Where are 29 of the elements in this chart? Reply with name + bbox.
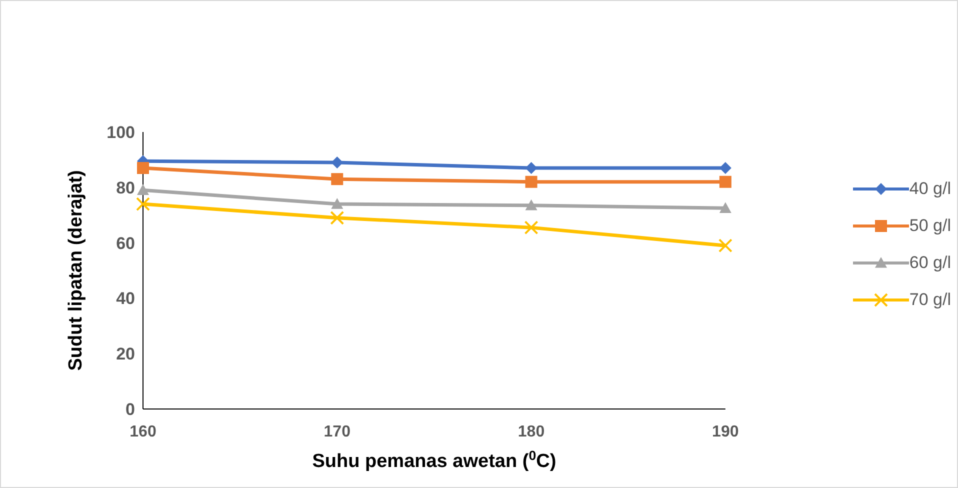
x-tick-label: 180 <box>518 423 545 440</box>
y-tick-label: 80 <box>116 178 135 198</box>
point <box>525 199 538 210</box>
y-tick-label: 0 <box>126 400 135 420</box>
legend-label: 60 g/l <box>909 252 951 272</box>
x-axis-title: Suhu pemanas awetan ($^{0}$C) <box>312 448 556 472</box>
legend-label: 40 g/l <box>909 178 951 198</box>
x-tick-label: 170 <box>324 423 351 440</box>
y-tick-label: 100 <box>106 123 135 142</box>
point <box>331 173 344 186</box>
point <box>137 162 149 174</box>
point <box>719 176 732 188</box>
point <box>525 162 538 174</box>
y-axis-title: Sudut lipatan (derajat) <box>66 170 87 371</box>
x-tick-label: 190 <box>712 423 739 440</box>
point <box>136 197 150 212</box>
legend-label: 70 g/l <box>909 290 951 310</box>
point <box>524 220 538 235</box>
point <box>719 202 732 213</box>
y-tick-label: 60 <box>116 234 135 253</box>
point <box>525 176 538 188</box>
point <box>718 238 732 253</box>
point <box>137 184 149 195</box>
point <box>331 198 344 209</box>
y-tick-label: 20 <box>116 344 135 364</box>
y-tick-label: 40 <box>116 289 135 308</box>
point <box>330 210 344 225</box>
legend-label: 50 g/l <box>909 216 951 236</box>
x-tick-label: 160 <box>130 423 156 440</box>
